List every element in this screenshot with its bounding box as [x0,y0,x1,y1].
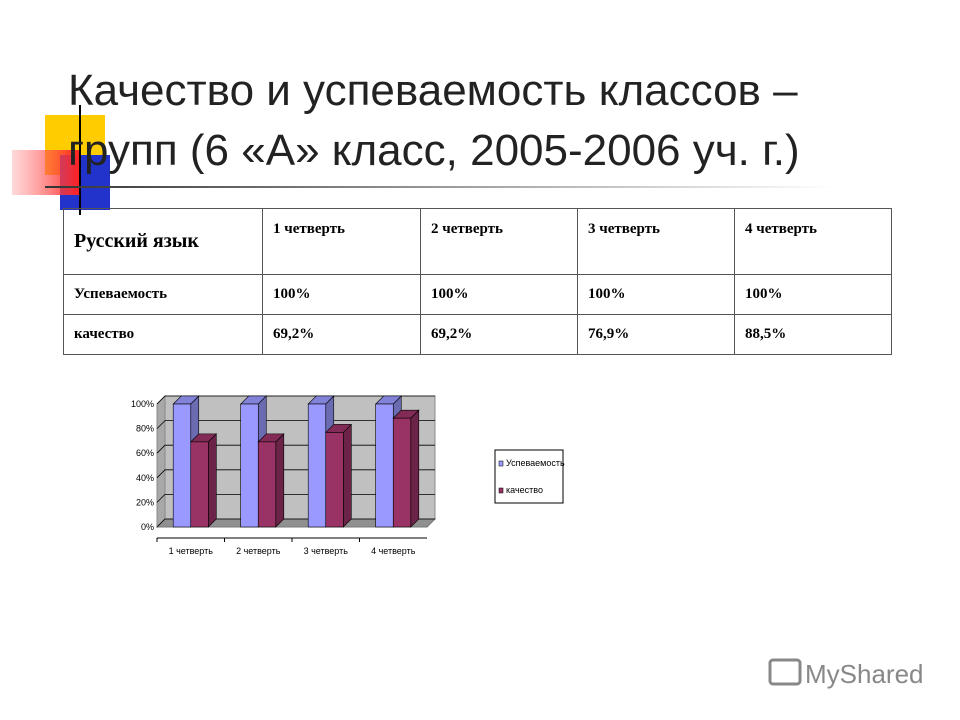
cell: 3 четверть [577,208,735,275]
watermark: MyShared [768,658,924,689]
x-tick-label: 1 четверть [169,546,214,556]
cell: 100% [734,274,892,315]
legend-box [494,449,564,504]
bar [240,403,259,528]
x-tick-label: 3 четверть [304,546,349,556]
cell: 2 четверть [420,208,578,275]
watermark-icon [768,658,802,686]
bar [172,403,192,528]
y-tick-label: 40% [136,473,154,483]
cell: 69,2% [262,314,421,355]
title-line: Качество и успеваемость классов – [68,66,798,115]
table-row: качество 69,2% 69,2% 76,9% 88,5% [63,314,892,355]
bar-side [275,433,285,528]
cell: 76,9% [577,314,735,355]
y-tick-label: 100% [131,399,154,409]
cell: качество [63,314,263,355]
bar [325,432,344,528]
bar-side [208,433,217,528]
cell: 100% [577,274,735,315]
table-header: Русский язык 1 четверть 2 четверть 3 чет… [63,208,892,275]
bar-side [342,423,352,528]
legend-label: качество [506,485,543,495]
cell: 88,5% [734,314,892,355]
legend-swatch [498,487,504,494]
bar [190,441,209,528]
x-tick-label: 2 четверть [236,546,281,556]
deco-hline [45,186,835,188]
bar-side [410,409,420,528]
cell: Русский язык [63,208,263,275]
x-tick-label: 4 четверть [371,546,416,556]
cell: 4 четверть [734,208,892,275]
watermark-text: MyShared [805,659,924,689]
cell: 69,2% [420,314,578,355]
y-tick-label: 0% [141,522,154,532]
bar [307,403,327,528]
y-tick-label: 20% [136,497,154,507]
bar [375,403,394,528]
title-line: групп (6 «А» класс, 2005-2006 уч. г.) [68,126,800,175]
cell: 100% [420,274,578,315]
table-row: Успеваемость 100% 100% 100% 100% [63,274,892,315]
bar [392,417,412,528]
y-tick-label: 60% [136,448,154,458]
data-table: Русский язык 1 четверть 2 четверть 3 чет… [63,208,892,355]
side-wall [156,394,166,529]
cell: 100% [262,274,421,315]
cell: 1 четверть [262,208,421,275]
y-tick-label: 80% [136,424,154,434]
cell: Успеваемость [63,274,263,315]
grid-line [156,395,435,405]
bar [257,441,277,528]
legend-label: Успеваемость [506,458,565,468]
grid-line [156,420,435,429]
legend-swatch [498,460,504,467]
